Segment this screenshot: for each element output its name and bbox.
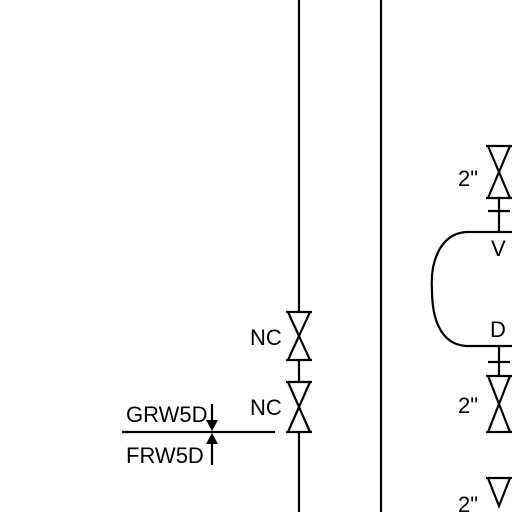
right-bottom-valve-size: 2" <box>458 492 478 512</box>
spec-below-label: FRW5D <box>126 443 204 468</box>
gate-valve-right-top <box>486 144 512 200</box>
arrow-down-icon <box>206 420 218 431</box>
nozzle-d-label: D <box>490 317 506 342</box>
nozzle-v-label: V <box>491 236 506 261</box>
gate-valve-right-middle <box>486 374 512 434</box>
lower-valve-label: NC <box>250 395 282 420</box>
arrow-up-icon <box>206 433 218 444</box>
gate-valve-nc-upper <box>286 310 312 362</box>
spec-above-label: GRW5D <box>126 402 208 427</box>
gate-valve-nc-lower <box>286 380 312 434</box>
gate-valve-right-bottom <box>486 476 512 510</box>
right-middle-valve-size: 2" <box>458 393 478 418</box>
upper-valve-label: NC <box>250 325 282 350</box>
vessel-outline <box>430 230 512 348</box>
right-top-valve-size: 2" <box>458 166 478 191</box>
